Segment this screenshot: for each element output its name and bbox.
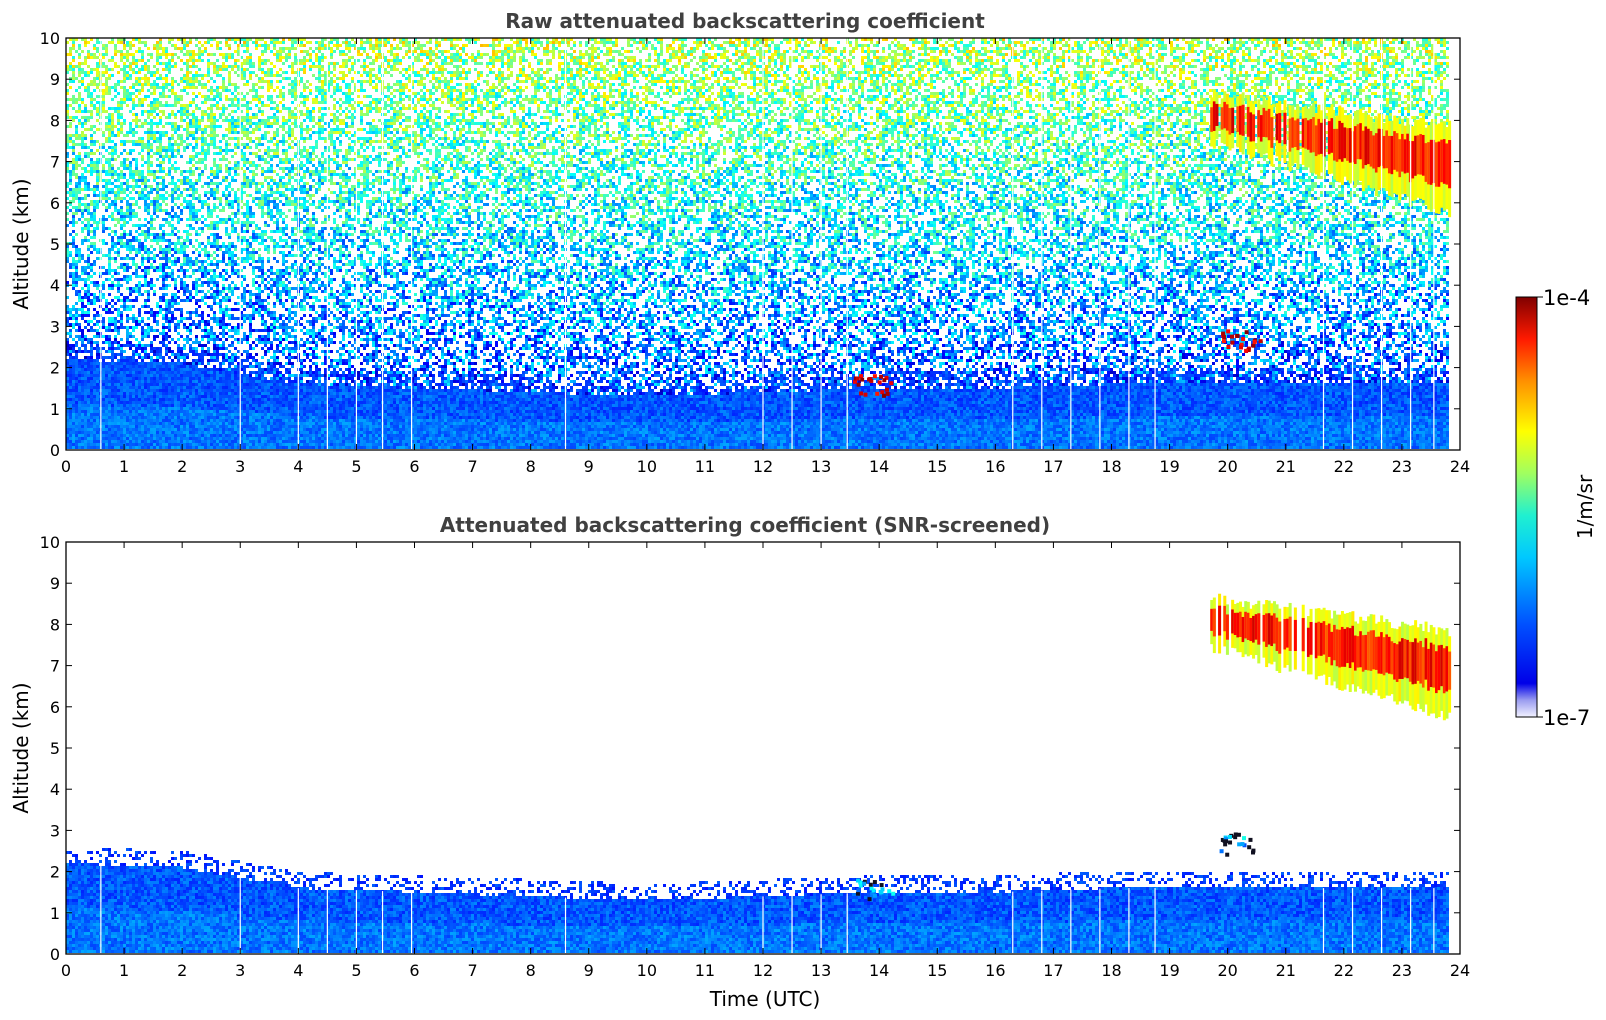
x-tick-label: 18 — [1101, 961, 1121, 980]
x-tick-label: 22 — [1334, 457, 1354, 476]
x-tick-label: 1 — [119, 961, 129, 980]
backscatter-heatmap — [66, 594, 1451, 954]
x-tick-label: 24 — [1450, 961, 1470, 980]
y-tick-label: 7 — [50, 153, 60, 172]
x-tick-label: 10 — [637, 457, 657, 476]
x-tick-label: 18 — [1101, 457, 1121, 476]
x-tick-label: 13 — [811, 961, 831, 980]
y-tick-label: 4 — [50, 276, 60, 295]
x-tick-label: 6 — [409, 961, 419, 980]
x-tick-label: 4 — [293, 961, 303, 980]
panel-title: Raw attenuated backscattering coefficien… — [505, 9, 985, 33]
panel-title: Attenuated backscattering coefficient (S… — [440, 513, 1050, 537]
x-tick-label: 14 — [869, 961, 889, 980]
y-tick-label: 0 — [50, 441, 60, 460]
y-axis-label: Altitude (km) — [9, 178, 33, 309]
x-tick-label: 21 — [1276, 961, 1296, 980]
y-tick-label: 6 — [50, 698, 60, 717]
y-tick-label: 10 — [40, 29, 60, 48]
x-tick-label: 22 — [1334, 961, 1354, 980]
y-tick-label: 7 — [50, 657, 60, 676]
x-tick-label: 9 — [584, 457, 594, 476]
x-tick-label: 5 — [351, 457, 361, 476]
y-tick-label: 3 — [50, 821, 60, 840]
colorbar-min-label: 1e-7 — [1543, 706, 1590, 730]
raw-backscatter-panel: Raw attenuated backscattering coefficien… — [9, 9, 1470, 476]
y-tick-label: 1 — [50, 904, 60, 923]
x-axis-label: Time (UTC) — [709, 987, 821, 1011]
y-tick-label: 8 — [50, 111, 60, 130]
y-tick-label: 8 — [50, 615, 60, 634]
x-tick-label: 19 — [1159, 961, 1179, 980]
x-tick-label: 9 — [584, 961, 594, 980]
y-tick-label: 4 — [50, 780, 60, 799]
x-tick-label: 4 — [293, 457, 303, 476]
x-tick-label: 8 — [526, 457, 536, 476]
x-tick-label: 24 — [1450, 457, 1470, 476]
y-tick-label: 5 — [50, 739, 60, 758]
x-tick-label: 19 — [1159, 457, 1179, 476]
colorbar-label: 1/m/sr — [1573, 474, 1597, 539]
x-tick-label: 7 — [467, 961, 477, 980]
y-tick-label: 9 — [50, 70, 60, 89]
x-tick-label: 3 — [235, 457, 245, 476]
snr-screened-panel: Attenuated backscattering coefficient (S… — [9, 513, 1470, 1011]
x-tick-label: 8 — [526, 961, 536, 980]
y-tick-label: 2 — [50, 359, 60, 378]
x-tick-label: 16 — [985, 961, 1005, 980]
x-tick-label: 3 — [235, 961, 245, 980]
x-tick-label: 11 — [695, 457, 715, 476]
x-tick-label: 16 — [985, 457, 1005, 476]
x-tick-label: 5 — [351, 961, 361, 980]
x-tick-label: 20 — [1217, 457, 1237, 476]
x-tick-label: 23 — [1392, 961, 1412, 980]
x-tick-label: 15 — [927, 457, 947, 476]
x-tick-label: 23 — [1392, 457, 1412, 476]
colorbar: 1e-4 1e-7 1/m/sr — [1516, 286, 1597, 730]
y-tick-label: 10 — [40, 533, 60, 552]
backscatter-heatmap — [66, 38, 1451, 450]
x-tick-label: 10 — [637, 961, 657, 980]
x-tick-label: 6 — [409, 457, 419, 476]
x-tick-label: 12 — [753, 457, 773, 476]
x-tick-label: 11 — [695, 961, 715, 980]
y-tick-label: 3 — [50, 317, 60, 336]
x-tick-label: 20 — [1217, 961, 1237, 980]
y-tick-label: 2 — [50, 863, 60, 882]
x-tick-label: 0 — [61, 961, 71, 980]
y-tick-label: 0 — [50, 945, 60, 964]
colorbar-gradient — [1516, 297, 1537, 717]
colorbar-max-label: 1e-4 — [1543, 286, 1590, 310]
y-tick-label: 5 — [50, 235, 60, 254]
y-tick-label: 9 — [50, 574, 60, 593]
x-tick-label: 15 — [927, 961, 947, 980]
x-tick-label: 7 — [467, 457, 477, 476]
x-tick-label: 2 — [177, 961, 187, 980]
x-tick-label: 0 — [61, 457, 71, 476]
x-tick-label: 13 — [811, 457, 831, 476]
y-tick-label: 1 — [50, 400, 60, 419]
y-tick-label: 6 — [50, 194, 60, 213]
x-tick-label: 17 — [1043, 457, 1063, 476]
x-tick-label: 17 — [1043, 961, 1063, 980]
x-tick-label: 21 — [1276, 457, 1296, 476]
x-tick-label: 14 — [869, 457, 889, 476]
x-tick-label: 2 — [177, 457, 187, 476]
y-axis-label: Altitude (km) — [9, 682, 33, 813]
x-tick-label: 1 — [119, 457, 129, 476]
x-tick-label: 12 — [753, 961, 773, 980]
